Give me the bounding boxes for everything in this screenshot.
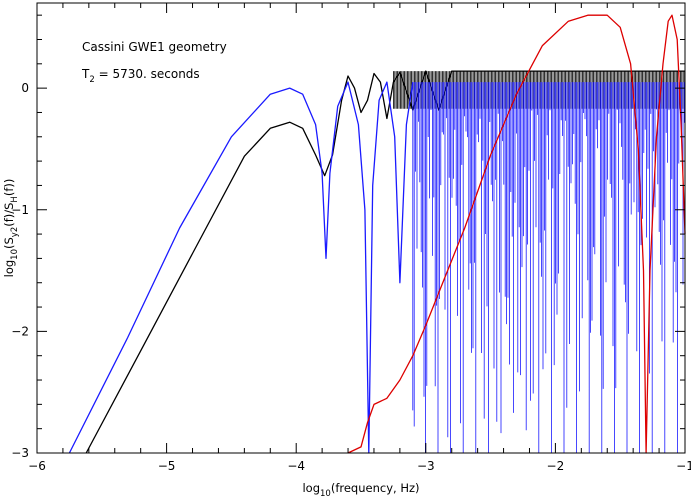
series-0-line: [85, 70, 685, 454]
annotation-t2-sub: 2: [89, 75, 94, 85]
x-axis-title-prefix: log: [302, 481, 320, 495]
y-axis-title-rest: (f)): [2, 179, 16, 197]
series-2-line: [347, 14, 686, 454]
y-tick-label: 0: [21, 81, 29, 95]
x-axis-title-rest: (frequency, Hz): [331, 481, 420, 495]
plot-frame: [36, 2, 686, 454]
x-tick-label: −5: [158, 459, 176, 473]
series-2: [347, 14, 686, 454]
y-axis-title-prefix: log: [2, 260, 16, 278]
y-tick-label: −1: [11, 203, 29, 217]
x-axis-title: log10(frequency, Hz): [302, 481, 419, 499]
series-1-line: [68, 81, 414, 454]
x-axis-title-sub: 10: [320, 489, 331, 499]
x-tick-label: −1: [676, 459, 691, 473]
y-axis-title-sub3: H: [10, 196, 20, 202]
axis-ticks: [36, 3, 686, 454]
annotation-t2: T2 = 5730. seconds: [81, 67, 200, 85]
y-tick-label: −2: [11, 324, 29, 338]
x-tick-label: −6: [28, 459, 46, 473]
y-axis-title-sub1: 10: [10, 249, 20, 260]
series-1: [68, 81, 685, 454]
annotation-t2-rest: = 5730. seconds: [95, 67, 200, 81]
chart-curves: [68, 14, 686, 454]
annotation-geometry: Cassini GWE1 geometry: [82, 40, 227, 54]
annotation-t2-prefix: T: [81, 67, 90, 81]
tick-labels: −6 −5 −4 −3 −2 −1 −3 −2 −1 0: [11, 81, 691, 473]
x-tick-label: −4: [287, 459, 305, 473]
y-axis-title: log10(Sy2(f)/SH(f)): [2, 179, 20, 278]
x-tick-label: −2: [547, 459, 565, 473]
y-axis-title-mid2: (f)/S: [2, 203, 16, 227]
x-tick-label: −3: [417, 459, 435, 473]
y-tick-label: −3: [11, 446, 29, 460]
y-axis-title-sub2: y2: [10, 227, 20, 237]
series-1-band: [412, 82, 685, 453]
y-axis-title-mid1: (S: [2, 237, 16, 249]
